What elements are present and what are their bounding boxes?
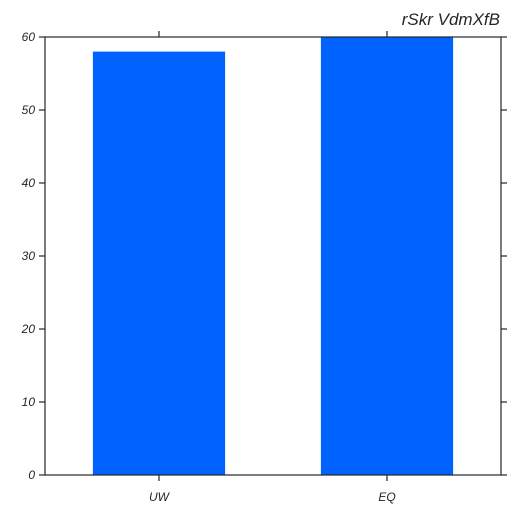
x-tick-label: UW [149,490,171,504]
y-tick-label: 40 [22,176,36,190]
bars-layer [92,37,454,475]
x-tick-label: EQ [378,490,395,504]
ticks-layer: UW EQ 0 10 20 30 40 50 60 [21,30,507,504]
chart-title: rSkr VdmXfB [402,10,500,29]
bar-eq [320,37,454,475]
y-tick-label: 10 [22,395,36,409]
y-tick-label: 0 [28,468,35,482]
y-tick-label: 30 [22,249,36,263]
y-tick-label: 50 [22,103,36,117]
y-tick-label: 20 [21,322,36,336]
bar-uw [92,51,226,475]
plot-frame [44,36,502,476]
y-tick-label: 60 [22,30,36,44]
